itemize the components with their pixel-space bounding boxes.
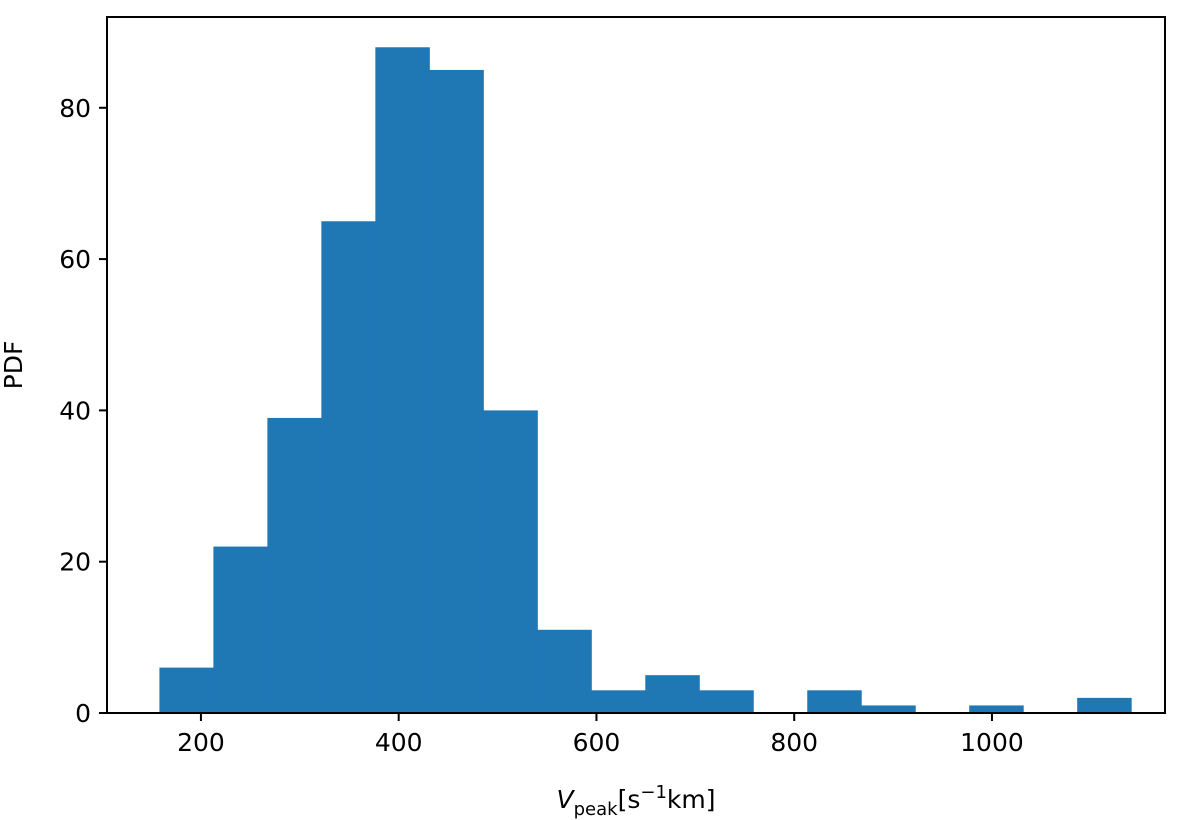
histogram-bar [321,221,376,713]
x-axis-label-unit-close: km] [667,785,716,814]
x-tick-label: 200 [177,728,225,757]
x-axis-label: Vpeak[s−1km] [557,782,716,820]
y-axis-ticks: 0 20 40 60 80 [59,94,107,728]
x-tick-label: 800 [770,728,818,757]
histogram-bar [267,417,322,713]
histogram-bar [645,675,700,713]
y-tick-label: 80 [59,94,91,123]
histogram-bar [483,410,538,713]
histogram-bar [1077,697,1132,713]
histogram-bar [969,705,1024,713]
x-axis-label-unit-open: [s [618,785,641,814]
x-tick-label: 600 [573,728,621,757]
histogram-bar [699,690,754,713]
y-tick-label: 20 [59,548,91,577]
histogram-bar [591,690,646,713]
histogram-bar [375,47,430,714]
x-tick-label: 1000 [960,728,1024,757]
histogram-bar [159,667,214,713]
histogram-bar [807,690,862,713]
histogram-bars [159,47,1132,714]
plot-frame [106,16,1166,714]
y-tick-label: 60 [59,245,91,274]
y-axis-label: PDF [0,341,28,390]
x-axis-label-unit-sup: −1 [640,782,667,803]
x-axis-ticks: 200 400 600 800 1000 [177,713,1024,757]
x-axis-label-main: V [557,785,576,814]
y-tick-label: 0 [75,699,91,728]
x-tick-label: 400 [375,728,423,757]
histogram-bar [861,705,916,713]
histogram-bar [537,629,592,713]
histogram-bar [213,546,268,713]
histogram-bar [429,69,484,713]
x-axis-label-sub: peak [574,799,619,820]
y-tick-label: 40 [59,396,91,425]
